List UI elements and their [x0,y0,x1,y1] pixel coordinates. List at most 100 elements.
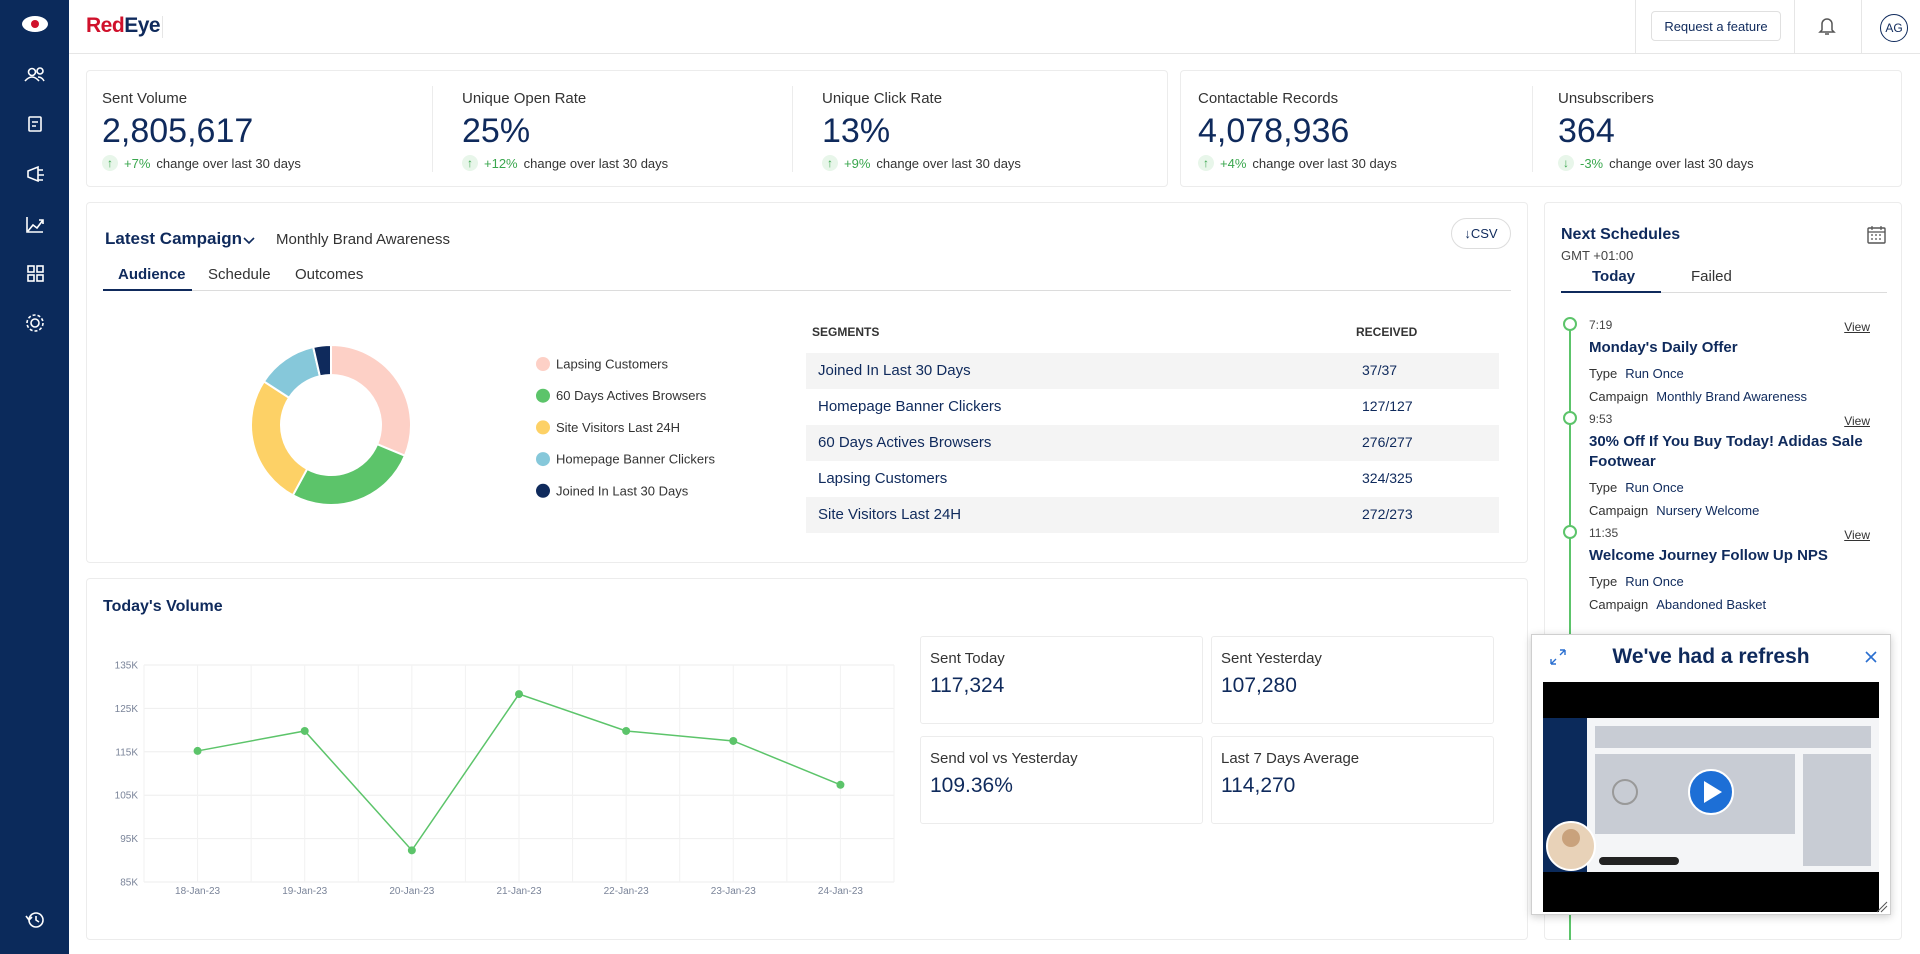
received-count: 272/273 [1362,506,1413,522]
request-feature-button[interactable]: Request a feature [1651,11,1781,41]
schedule-meta: Type Run Once [1589,480,1874,495]
view-link[interactable]: View [1844,528,1870,542]
timezone: GMT +01:00 [1561,248,1634,263]
stat-card [1211,636,1494,724]
stat-card [920,736,1203,824]
schedules-title: Next Schedules [1561,226,1681,243]
schedule-title: Welcome Journey Follow Up NPS [1589,547,1828,564]
resize-handle[interactable] [1876,901,1888,913]
dropdown-chevron[interactable] [242,236,256,246]
schedule-time: 7:19 [1589,318,1613,332]
campaign-tab[interactable]: Audience [118,266,186,283]
kpi-change: ↑ +4% change over last 30 days [1198,155,1397,171]
campaign-tab[interactable]: Outcomes [295,266,364,283]
schedule-meta: Campaign Abandoned Basket [1589,597,1874,612]
separator [1861,0,1862,54]
stat-label: Sent Yesterday [1221,650,1322,667]
campaign-name: Monthly Brand Awareness [276,231,450,248]
separator [162,16,163,38]
kpi-label: Unique Open Rate [462,90,587,107]
stat-value: 117,324 [930,674,1005,697]
stat-label: Sent Today [930,650,1005,667]
calendar-icon[interactable] [1866,224,1888,246]
csv-button[interactable]: ↓CSV [1451,218,1511,249]
table-row [806,425,1499,461]
kpi-value: 2,805,617 [102,112,254,150]
campaign-title: Latest Campaign [105,229,242,248]
logo-red: Red [86,14,125,37]
meta-value: Nursery Welcome [1656,503,1760,518]
kpi-card-group [1180,70,1902,187]
schedule-meta: Campaign Nursery Welcome [1589,503,1874,518]
close-button[interactable] [1863,649,1879,665]
kpi-change: ↑ +7% change over last 30 days [102,155,301,171]
stat-card [1211,736,1494,824]
table-header: SEGMENTS [812,325,880,339]
schedule-title: 30% Off If You Buy Today! Adidas Sale Fo… [1589,433,1863,470]
volume-title: Today's Volume [103,598,223,615]
expand-icon[interactable] [1549,648,1567,666]
change-value: -3% [1580,155,1604,171]
view-link[interactable]: View [1844,414,1870,428]
meta-value: Monthly Brand Awareness [1656,389,1808,404]
download-arrow: ↓ [1464,226,1471,241]
sidebar [0,0,69,954]
divider [432,86,433,172]
divider [792,86,793,172]
stat-label: Last 7 Days Average [1221,750,1360,767]
meta-label: Type [1589,480,1618,495]
segment-name: Site Visitors Last 24H [818,506,962,523]
table-header: RECEIVED [1356,325,1418,339]
tab-underline [1561,291,1661,293]
received-count: 276/277 [1362,434,1413,450]
change-arrow: ↑ [462,155,478,171]
kpi-label: Contactable Records [1198,90,1339,107]
schedule-meta: Campaign Monthly Brand Awareness [1589,389,1874,404]
schedule-tab[interactable]: Failed [1691,268,1732,285]
schedule-time: 11:35 [1589,526,1619,540]
campaign-tab[interactable]: Schedule [208,266,271,283]
meta-value: Run Once [1625,574,1684,589]
video-thumbnail[interactable] [1543,682,1879,912]
schedule-item: 11:35 View Welcome Journey Follow Up NPS Ty… [1589,526,1874,612]
view-link[interactable]: View [1844,320,1870,334]
change-arrow: ↓ [1558,155,1574,171]
sidebar-icons [22,16,48,928]
segment-name: 60 Days Actives Browsers [818,434,992,451]
kpi-label: Unsubscribers [1558,90,1654,107]
divider [1532,86,1533,172]
table-row [806,497,1499,533]
separator [1794,0,1795,54]
kpi-value: 4,078,936 [1198,112,1350,150]
meta-label: Campaign [1589,503,1649,518]
schedule-tab[interactable]: Today [1592,268,1636,285]
schedule-time: 9:53 [1589,412,1613,426]
change-value: +7% [124,155,151,171]
kpi-value: 25% [462,112,531,150]
stat-value: 109.36% [930,774,1013,797]
meta-value: Run Once [1625,480,1684,495]
meta-value: Run Once [1625,366,1684,381]
table-row [806,353,1499,389]
change-arrow: ↑ [1198,155,1214,171]
segment-name: Joined In Last 30 Days [818,362,971,379]
change-value: +4% [1220,155,1247,171]
table-row [806,461,1499,497]
stat-value: 107,280 [1221,674,1297,697]
kpi-change: ↑ +9% change over last 30 days [822,155,1021,171]
logo-dark: Eye [124,14,161,37]
avatar[interactable]: AG [1880,14,1908,42]
video-popup: We've had a refresh [1531,634,1891,915]
logo: RedEye [86,14,161,38]
change-text: change over last 30 days [1252,155,1397,171]
kpi-change: ↑ +12% change over last 30 days [462,155,668,171]
received-count: 37/37 [1362,362,1398,378]
meta-value: Abandoned Basket [1656,597,1767,612]
stat-value: 114,270 [1221,774,1296,797]
change-text: change over last 30 days [876,155,1021,171]
stat-label: Send vol vs Yesterday [930,750,1078,767]
popup-title: We've had a refresh [1612,645,1810,668]
table-row [806,389,1499,425]
notification-bell[interactable] [1816,15,1838,37]
